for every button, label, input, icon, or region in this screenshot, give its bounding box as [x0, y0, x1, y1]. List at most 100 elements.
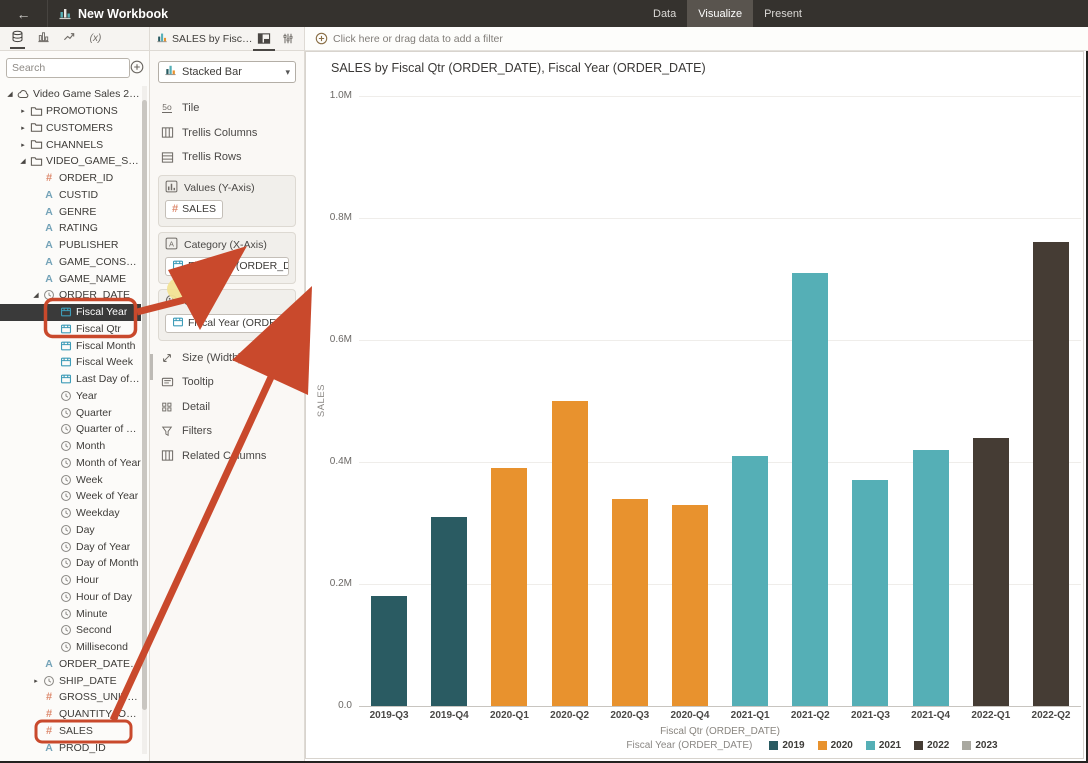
tree-item-hour[interactable]: Hour — [0, 572, 141, 589]
tab-data[interactable]: Data — [653, 7, 677, 20]
expander-icon[interactable]: ▸ — [21, 108, 25, 116]
expander-icon[interactable]: ▸ — [21, 141, 25, 149]
bar-2022-Q1[interactable] — [972, 438, 1009, 706]
field-chip-fiscal-qtr-order-d[interactable]: Fiscal Qtr (ORDER_D... — [165, 256, 289, 276]
properties-icon[interactable] — [278, 29, 298, 49]
tree-item-quarter-of-ye[interactable]: Quarter of Ye... — [0, 421, 141, 438]
tree-item-second[interactable]: Second — [0, 622, 141, 639]
legend-item-2019[interactable]: 2019 — [769, 740, 805, 751]
grammar-item-tooltip[interactable]: Tooltip — [150, 370, 304, 395]
grammar-section-category-x-axis[interactable]: A Category (X-Axis) Fiscal Qtr (ORDER_D... — [158, 231, 296, 284]
tree-item-quarter[interactable]: Quarter — [0, 404, 141, 421]
tree-item-sales[interactable]: # SALES — [0, 723, 141, 740]
bar-2020-Q1[interactable] — [491, 468, 528, 706]
bar-slot-2021-Q4 — [901, 96, 961, 706]
tree-item-customers[interactable]: ▸ CUSTOMERS — [0, 120, 141, 137]
expander-icon[interactable]: ▸ — [34, 677, 38, 685]
tree-item-rating[interactable]: A RATING — [0, 220, 141, 237]
tree-item-ship-date[interactable]: ▸ SHIP_DATE — [0, 672, 141, 689]
tree-item-week-of-year[interactable]: Week of Year — [0, 488, 141, 505]
tree-item-last-day-of-m[interactable]: Last Day of M... — [0, 371, 141, 388]
tree-item-order-date-fi[interactable]: A ORDER_DATE_Fi... — [0, 656, 141, 673]
legend-item-2020[interactable]: 2020 — [817, 740, 853, 751]
legend-item-2021[interactable]: 2021 — [865, 740, 901, 751]
tree-item-millisecond[interactable]: Millisecond — [0, 639, 141, 656]
grammar-item-label: Size (Width) — [182, 351, 242, 364]
tree-item-quantity-ord[interactable]: # QUANTITY_ORD... — [0, 706, 141, 723]
tree-item-week[interactable]: Week — [0, 471, 141, 488]
back-button[interactable]: ← — [0, 0, 48, 27]
tree-item-gross-unit-pr[interactable]: # GROSS_UNIT_PR... — [0, 689, 141, 706]
expander-icon[interactable]: ▸ — [21, 124, 25, 132]
grammar-item-related-columns[interactable]: Related Columns — [150, 444, 304, 469]
tree-item-order-id[interactable]: # ORDER_ID — [0, 170, 141, 187]
tree-item-game-console[interactable]: A GAME_CONSOLE — [0, 254, 141, 271]
tree-scrollbar-thumb[interactable] — [142, 100, 147, 710]
clock-icon — [59, 524, 73, 536]
tab-present[interactable]: Present — [764, 7, 802, 20]
tree-item-video-game-sales-2025[interactable]: ◢ Video Game Sales 2025 — [0, 86, 141, 103]
grammar-item-tile[interactable]: 5o Tile — [150, 96, 304, 121]
visualization-canvas[interactable]: SALES by Fiscal Qtr (ORDER_DATE), Fiscal… — [305, 51, 1084, 759]
tab-parameters-panel[interactable]: (x) — [87, 29, 104, 49]
tree-item-fiscal-year[interactable]: Fiscal Year — [0, 303, 141, 321]
expander-icon[interactable]: ◢ — [7, 91, 13, 99]
search-input[interactable] — [6, 58, 130, 78]
viz-type-select[interactable]: Stacked Bar ▾ — [158, 61, 296, 83]
tree-item-promotions[interactable]: ▸ PROMOTIONS — [0, 103, 141, 120]
tree-item-fiscal-qtr[interactable]: Fiscal Qtr — [0, 321, 141, 338]
bar-2019-Q4[interactable] — [431, 517, 468, 706]
tree-item-genre[interactable]: A GENRE — [0, 203, 141, 220]
grammar-item-size-width[interactable]: Size (Width) — [150, 346, 304, 371]
field-chip-fiscal-year-order[interactable]: Fiscal Year (ORDER_... — [165, 313, 289, 333]
expander-icon[interactable]: ◢ — [20, 158, 26, 166]
tree-item-weekday[interactable]: Weekday — [0, 505, 141, 522]
tree-item-fiscal-month[interactable]: Fiscal Month — [0, 337, 141, 354]
tree-item-prod-id[interactable]: A PROD_ID — [0, 739, 141, 756]
field-chip-sales[interactable]: # SALES — [165, 199, 223, 219]
grammar-section-values-y-axis[interactable]: Values (Y-Axis) # SALES — [158, 174, 296, 227]
expander-icon[interactable]: ◢ — [33, 292, 39, 300]
bar-2021-Q3[interactable] — [852, 480, 889, 706]
grammar-item-detail[interactable]: Detail — [150, 395, 304, 420]
tree-item-day-of-month[interactable]: Day of Month — [0, 555, 141, 572]
tree-item-publisher[interactable]: A PUBLISHER — [0, 237, 141, 254]
tree-item-channels[interactable]: ▸ CHANNELS — [0, 136, 141, 153]
grammar-item-trellis-rows[interactable]: Trellis Rows — [150, 145, 304, 170]
tree-item-minute[interactable]: Minute — [0, 605, 141, 622]
tree-item-custid[interactable]: A CUSTID — [0, 187, 141, 204]
bar-2020-Q2[interactable] — [551, 401, 588, 706]
grammar-item-filters[interactable]: Filters — [150, 419, 304, 444]
tab-visualizations-panel[interactable] — [35, 29, 52, 49]
tree-item-game-name[interactable]: A GAME_NAME — [0, 270, 141, 287]
tree-item-year[interactable]: Year — [0, 388, 141, 405]
tree-item-month[interactable]: Month — [0, 438, 141, 455]
tree-item-video-game-sale[interactable]: ◢ VIDEO_GAME_SALE... — [0, 153, 141, 170]
tree-item-month-of-year[interactable]: Month of Year — [0, 455, 141, 472]
tab-visualize[interactable]: Visualize — [687, 0, 754, 27]
bar-2021-Q4[interactable] — [912, 450, 949, 706]
tree-item-label: Quarter — [76, 406, 112, 419]
grammar-item-trellis-columns[interactable]: Trellis Columns — [150, 121, 304, 146]
tree-item-day[interactable]: Day — [0, 522, 141, 539]
legend-item-2022[interactable]: 2022 — [914, 740, 949, 751]
bar-2020-Q3[interactable] — [611, 499, 648, 706]
grammar-section-color[interactable]: Color Fiscal Year (ORDER_... — [158, 288, 296, 341]
bar-2019-Q3[interactable] — [371, 596, 408, 706]
tree-item-fiscal-week[interactable]: Fiscal Week — [0, 354, 141, 371]
tree-item-day-of-year[interactable]: Day of Year — [0, 538, 141, 555]
tree-item-order-date[interactable]: ◢ ORDER_DATE — [0, 287, 141, 304]
bar-2022-Q2[interactable] — [1032, 242, 1069, 706]
filter-bar[interactable]: Click here or drag data to add a filter — [305, 27, 1088, 51]
tree-item-hour-of-day[interactable]: Hour of Day — [0, 589, 141, 606]
add-dataset-button[interactable] — [128, 58, 146, 76]
bar-2021-Q1[interactable] — [732, 456, 769, 706]
grammar-panel-toggle[interactable] — [253, 29, 275, 51]
bar-2020-Q4[interactable] — [671, 505, 708, 706]
legend-item-2023[interactable]: 2023 — [962, 740, 998, 751]
bar-2021-Q2[interactable] — [792, 273, 829, 706]
viz-tab-label[interactable]: SALES by Fiscal Qtr ... — [172, 32, 254, 45]
tab-analytics-panel[interactable] — [61, 29, 78, 49]
grammar-scrollbar-thumb[interactable] — [150, 354, 153, 380]
tab-data-panel[interactable] — [9, 29, 26, 49]
